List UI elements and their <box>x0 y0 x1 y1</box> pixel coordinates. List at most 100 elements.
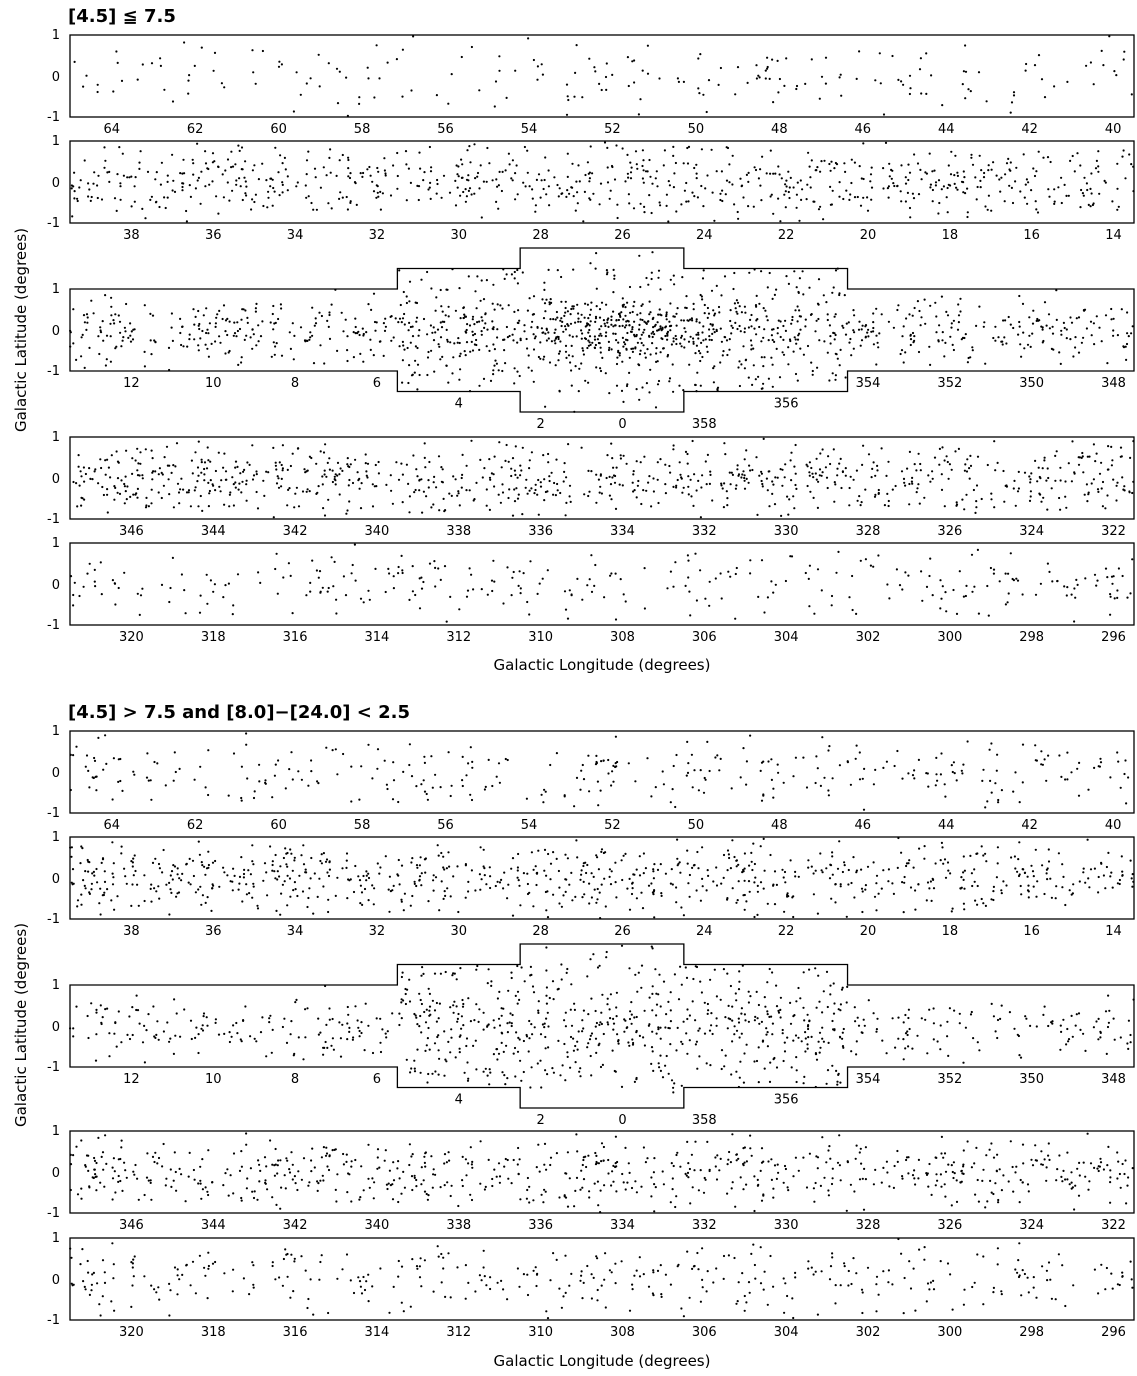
data-point <box>598 328 601 331</box>
data-point <box>90 882 93 885</box>
data-point <box>516 876 519 879</box>
data-point <box>1100 49 1103 53</box>
data-point <box>983 171 986 175</box>
data-point <box>827 794 831 797</box>
data-point <box>727 570 730 573</box>
data-point <box>494 884 497 888</box>
data-point <box>698 92 701 95</box>
data-point <box>792 915 795 919</box>
data-point <box>1034 459 1037 462</box>
data-point <box>673 315 676 318</box>
data-point <box>724 1016 727 1019</box>
data-point <box>97 174 100 177</box>
data-point <box>912 866 915 869</box>
data-point <box>537 478 540 482</box>
data-point <box>289 574 292 578</box>
data-point <box>373 96 376 99</box>
data-point <box>1012 326 1015 330</box>
data-point <box>182 158 185 161</box>
data-point <box>783 84 786 87</box>
data-point <box>496 185 499 188</box>
data-point <box>591 341 594 344</box>
data-point <box>291 322 294 325</box>
data-point <box>887 185 891 188</box>
data-point <box>815 478 818 481</box>
data-point <box>463 313 466 316</box>
data-point <box>476 171 480 175</box>
data-point <box>129 495 132 498</box>
data-point <box>1092 1026 1095 1029</box>
data-point <box>203 473 206 476</box>
data-point <box>1023 471 1027 474</box>
data-point <box>242 308 245 311</box>
data-point <box>902 83 905 86</box>
data-point <box>104 364 107 367</box>
data-point <box>492 328 495 331</box>
data-point <box>682 80 686 83</box>
data-point <box>103 166 106 169</box>
data-point <box>168 368 171 372</box>
data-point <box>579 878 582 881</box>
data-point <box>284 847 287 850</box>
data-point <box>767 339 770 342</box>
x-tick-label: 352 <box>937 1072 962 1087</box>
data-point <box>224 319 228 322</box>
data-point <box>171 878 174 881</box>
data-point <box>503 871 506 874</box>
x-tick-label: 10 <box>205 1072 222 1087</box>
data-point <box>542 358 545 361</box>
data-point <box>299 326 303 329</box>
data-point <box>809 313 813 316</box>
data-point <box>428 145 431 149</box>
data-point <box>85 754 89 757</box>
data-point <box>321 483 324 486</box>
data-point <box>336 461 340 464</box>
data-point <box>684 966 687 969</box>
data-point <box>670 868 673 871</box>
data-point <box>188 338 191 341</box>
data-point <box>872 783 876 786</box>
data-point <box>70 855 73 858</box>
x-tick-label: 42 <box>1021 122 1038 137</box>
data-point <box>87 769 90 773</box>
data-point <box>90 888 93 891</box>
data-point <box>648 475 651 478</box>
data-point <box>339 467 342 470</box>
data-point <box>1054 479 1057 482</box>
data-point <box>838 840 841 843</box>
data-point <box>418 478 421 481</box>
data-point <box>469 161 472 164</box>
data-point <box>1053 200 1056 203</box>
data-point <box>369 174 372 177</box>
data-point <box>819 205 822 208</box>
data-point <box>170 891 173 895</box>
data-point <box>636 341 640 344</box>
y-tick-label: 1 <box>52 536 60 551</box>
data-point <box>80 845 83 848</box>
x-tick-label: 30 <box>450 924 467 939</box>
data-point <box>834 313 837 316</box>
data-point <box>921 599 924 602</box>
data-point <box>1072 355 1075 358</box>
x-tick-label: 358 <box>692 417 717 432</box>
data-point <box>596 966 600 969</box>
data-point <box>543 788 546 791</box>
data-point <box>816 568 820 571</box>
data-point <box>256 904 259 907</box>
data-point <box>834 378 837 381</box>
data-point <box>781 351 784 354</box>
data-point <box>157 862 161 866</box>
data-point <box>615 339 618 342</box>
data-point <box>204 786 207 789</box>
data-point <box>741 473 744 476</box>
data-point <box>586 1046 589 1049</box>
data-point <box>587 754 590 757</box>
data-point <box>632 470 635 473</box>
data-point <box>415 316 419 319</box>
data-point <box>581 763 584 767</box>
data-point <box>764 77 767 80</box>
data-point <box>755 294 758 297</box>
data-point <box>761 155 764 158</box>
data-point <box>754 168 758 172</box>
data-point <box>908 171 912 174</box>
